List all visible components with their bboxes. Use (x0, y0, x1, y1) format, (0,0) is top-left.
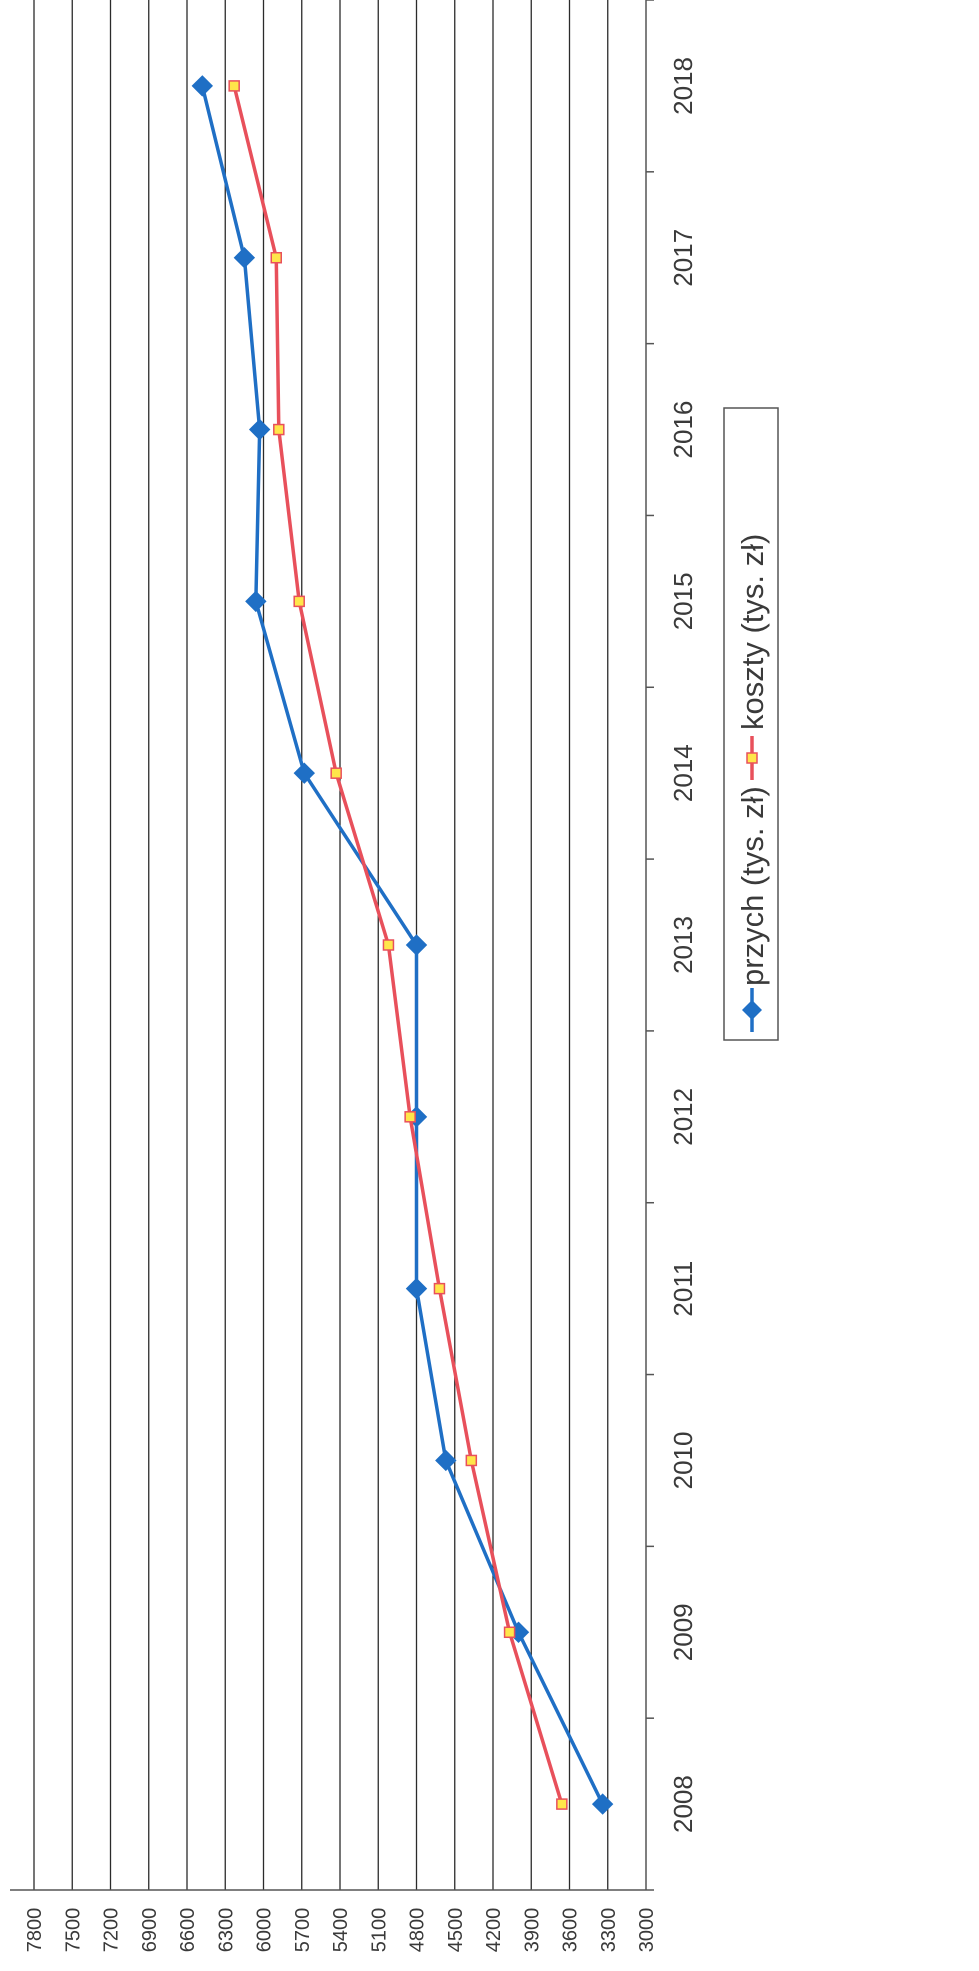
data-point (228, 80, 240, 92)
y-tick-label: 5100 (368, 1908, 390, 1953)
x-tick-label: 2015 (668, 572, 698, 630)
data-point (191, 75, 214, 97)
data-point (270, 251, 282, 264)
y-tick-label: 3000 (636, 1908, 658, 1953)
y-tick-label: 5700 (292, 1908, 314, 1953)
x-tick-label: 2009 (668, 1603, 698, 1661)
x-tick-label: 2010 (668, 1432, 698, 1490)
series-line (200, 85, 605, 1805)
y-tick-label: 4500 (445, 1908, 467, 1953)
data-point (591, 1793, 614, 1815)
y-tick-label: 3300 (598, 1908, 620, 1953)
data-point (435, 1449, 457, 1472)
x-tick-label: 2008 (668, 1775, 698, 1833)
data-point (404, 1111, 416, 1123)
y-tick-label: 6000 (254, 1908, 276, 1953)
x-tick-label: 2011 (668, 1261, 698, 1317)
data-point (233, 247, 256, 269)
axes: 3000 3300 3600 3900 4200 4500 4800 5100 5400 5700… (10, 0, 698, 1952)
data-point (503, 1626, 516, 1639)
legend: przych (tys. zł) koszty (tys. zł) (723, 407, 779, 1041)
data-point (405, 1277, 428, 1300)
x-tick-label: 2013 (668, 916, 698, 974)
data-point (293, 595, 305, 608)
y-tick-label: 4200 (483, 1908, 505, 1953)
y-tick-label: 7800 (24, 1908, 46, 1953)
y-tick-label: 3900 (521, 1908, 543, 1953)
data-point (382, 939, 395, 951)
legend-marker (746, 752, 758, 764)
x-tick-label: 2012 (668, 1088, 698, 1146)
y-tick-label: 7200 (101, 1908, 123, 1953)
legend-label: przych (tys. zł) (735, 786, 770, 986)
x-tick-label: 2018 (668, 57, 698, 115)
y-tick-label: 6300 (215, 1908, 237, 1953)
y-tick-label: 7500 (62, 1908, 84, 1953)
x-tick-label: 2017 (668, 229, 698, 287)
data-point (465, 1454, 478, 1467)
data-point (556, 1798, 568, 1810)
data-point (330, 767, 342, 779)
data-point (245, 590, 267, 613)
legend-label: koszty (tys. zł) (735, 534, 770, 730)
y-tick-label: 6900 (139, 1908, 161, 1953)
legend-box (723, 407, 779, 1041)
x-tick-label: 2016 (668, 401, 698, 459)
data-point (293, 762, 316, 784)
data-point (273, 423, 285, 436)
data-point (248, 418, 271, 441)
y-tick-label: 3600 (560, 1908, 582, 1953)
x-tick-label: 2014 (668, 744, 698, 802)
grid-lines (33, 0, 609, 1890)
y-tick-label: 6600 (177, 1908, 199, 1953)
y-tick-label: 4800 (407, 1908, 429, 1953)
y-tick-label: 5400 (330, 1908, 352, 1953)
series-line (232, 85, 564, 1805)
series-lines (191, 75, 614, 1815)
legend-marker (742, 1000, 762, 1020)
data-point (405, 934, 428, 956)
data-point (433, 1282, 446, 1295)
